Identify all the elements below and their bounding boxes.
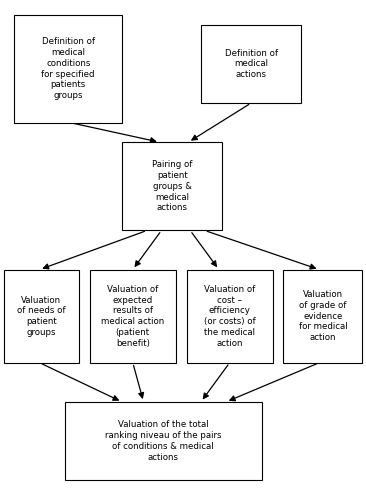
Text: Definition of
medical
actions: Definition of medical actions — [225, 48, 278, 79]
FancyBboxPatch shape — [201, 24, 301, 103]
Text: Valuation of the total
ranking niveau of the pairs
of conditions & medical
actio: Valuation of the total ranking niveau of… — [105, 420, 221, 462]
FancyBboxPatch shape — [4, 270, 79, 362]
FancyBboxPatch shape — [283, 270, 362, 362]
FancyBboxPatch shape — [65, 402, 262, 480]
Text: Definition of
medical
conditions
for specified
patients
groups: Definition of medical conditions for spe… — [41, 38, 95, 100]
Text: Valuation
of needs of
patient
groups: Valuation of needs of patient groups — [17, 296, 66, 337]
Text: Valuation of
cost –
efficiency
(or costs) of
the medical
action: Valuation of cost – efficiency (or costs… — [204, 285, 255, 348]
Text: Valuation
of grade of
evidence
for medical
action: Valuation of grade of evidence for medic… — [299, 290, 347, 342]
FancyBboxPatch shape — [90, 270, 176, 362]
Text: Valuation of
expected
results of
medical action
(patient
benefit): Valuation of expected results of medical… — [101, 285, 164, 348]
FancyBboxPatch shape — [14, 15, 122, 122]
FancyBboxPatch shape — [187, 270, 273, 362]
FancyBboxPatch shape — [122, 142, 223, 231]
Text: Pairing of
patient
groups &
medical
actions: Pairing of patient groups & medical acti… — [152, 160, 193, 212]
